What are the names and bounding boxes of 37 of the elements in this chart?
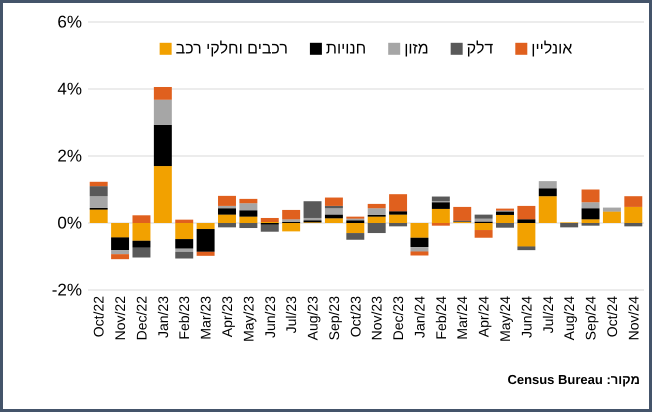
x-tick-label: Aug/23: [304, 296, 321, 340]
x-tick-label: Oct/22: [90, 296, 107, 338]
x-tick-label: Sep/23: [326, 296, 342, 340]
x-tick-label: Sep/24: [582, 296, 599, 340]
x-tick-label: Apr/23: [219, 296, 235, 338]
text: מקור: Census Bureau: [507, 372, 640, 387]
legend-label: חנויות: [326, 40, 366, 58]
x-tick-label: Jul/24: [540, 296, 556, 334]
y-tick-label: 2%: [57, 146, 82, 166]
y-tick-label: 4%: [57, 80, 82, 98]
legend-label: אונליין: [531, 39, 572, 58]
x-tick-label: Mar/24: [454, 296, 470, 340]
y-tick-label: -2%: [52, 280, 82, 300]
x-tick-label: Jan/23: [154, 296, 171, 338]
x-tick-label: Nov/22: [112, 296, 128, 340]
x-tick-label: Oct/24: [604, 296, 620, 338]
x-tick-label: Nov/24: [625, 296, 642, 340]
x-tick-label: Jun/23: [262, 296, 278, 338]
y-tick-label: 6%: [57, 12, 82, 32]
x-tick-label: May/24: [497, 296, 513, 342]
x-tick-label: Dec/22: [133, 296, 150, 340]
x-tick-label: Jun/24: [518, 296, 534, 338]
x-tick-label: Aug/24: [561, 296, 578, 340]
x-tick-label: Jan/24: [411, 296, 428, 338]
legend-label: רכבים וחלקי רכב: [176, 39, 288, 58]
x-tick-label: Nov/23: [368, 296, 385, 340]
legend-label: מזון: [404, 40, 429, 58]
x-tick-label: Feb/24: [432, 296, 449, 340]
y-tick-label: 0%: [57, 214, 82, 232]
x-tick-label: Mar/23: [198, 296, 214, 340]
x-tick-label: May/23: [240, 296, 256, 342]
x-tick-label: Apr/24: [476, 296, 492, 338]
x-tick-label: Jul/23: [283, 296, 300, 334]
x-tick-label: Dec/23: [390, 296, 406, 340]
x-tick-label: Oct/23: [347, 296, 364, 338]
x-tick-label: Feb/23: [176, 296, 192, 340]
legend-label: דלק: [466, 39, 494, 58]
